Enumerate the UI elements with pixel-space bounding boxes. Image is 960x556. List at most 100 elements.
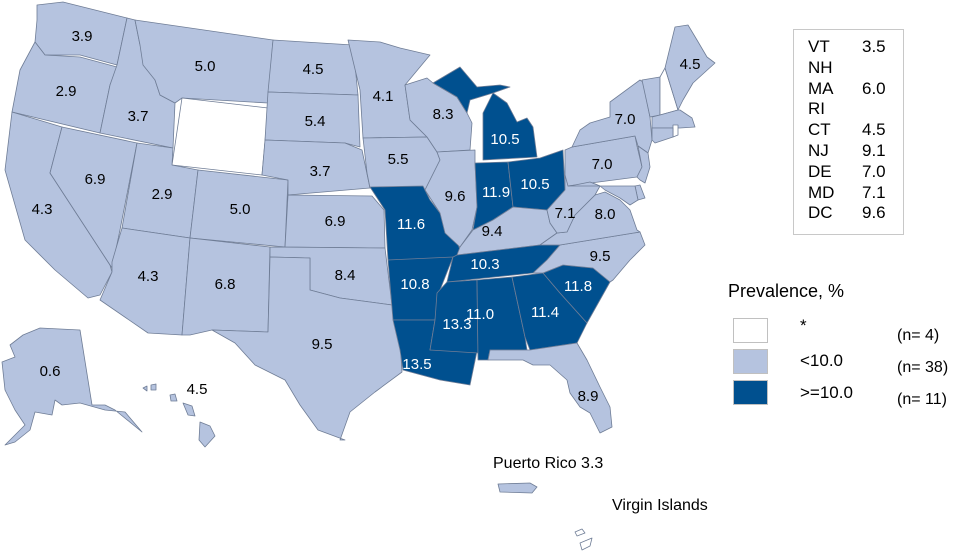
state-tx xyxy=(211,256,403,441)
small-state-row-ma: MA 6.0 xyxy=(808,78,898,99)
legend-label-none: * xyxy=(800,316,807,335)
state-wy xyxy=(171,97,269,176)
state-value-label-il: 9.6 xyxy=(445,188,466,205)
state-value-label-oh: 10.5 xyxy=(520,176,549,193)
state-hi xyxy=(142,383,216,448)
small-state-abbr: MD xyxy=(808,182,835,202)
state-value-label-id: 3.7 xyxy=(128,108,149,125)
small-state-row-vt: VT 3.5 xyxy=(808,36,898,57)
small-state-abbr: MA xyxy=(808,78,834,98)
state-value-label-ky: 9.4 xyxy=(482,223,503,240)
state-value-label-az: 4.3 xyxy=(138,268,159,285)
state-shape xyxy=(261,139,371,196)
state-shape xyxy=(579,537,593,551)
small-state-row-dc: DC 9.6 xyxy=(808,202,898,223)
small-state-abbr: DC xyxy=(808,203,833,223)
state-value-label-ut: 2.9 xyxy=(152,186,173,203)
virgin-islands-label: Virgin Islands xyxy=(612,497,708,514)
state-value-label-ny: 7.0 xyxy=(615,111,636,128)
state-me xyxy=(664,24,716,111)
small-states-table: VT 3.5 NH MA 6.0 RI CT 4.5 NJ 9.1 DE 7.0 MD 7.1 DC 9.6 xyxy=(793,29,904,235)
small-state-value: 3.5 xyxy=(862,37,886,56)
state-value-label-or: 2.9 xyxy=(56,83,77,100)
state-vi xyxy=(574,528,593,551)
small-state-abbr: NJ xyxy=(808,141,829,160)
small-state-value: 7.1 xyxy=(862,182,886,202)
legend-swatch-high xyxy=(733,380,768,405)
state-sd xyxy=(264,91,361,148)
state-wa xyxy=(34,1,128,66)
state-shape xyxy=(264,91,361,148)
state-shape xyxy=(182,402,196,417)
state-value-label-mi: 10.5 xyxy=(490,131,519,148)
state-value-label-ks: 6.9 xyxy=(325,213,346,230)
state-nj xyxy=(636,145,651,184)
state-shape xyxy=(636,145,651,184)
state-value-label-al: 11.0 xyxy=(466,306,494,323)
state-shape xyxy=(284,194,386,249)
state-value-label-nm: 6.8 xyxy=(215,276,236,293)
legend-swatch-low xyxy=(733,349,768,374)
state-shape xyxy=(34,1,128,66)
state-value-label-ca: 4.3 xyxy=(32,201,53,218)
state-value-label-mt: 5.0 xyxy=(195,58,216,75)
state-value-label-co: 5.0 xyxy=(230,201,251,218)
state-shape xyxy=(664,24,716,111)
state-value-label-tx: 9.5 xyxy=(312,336,333,353)
state-value-label-nv: 6.9 xyxy=(85,171,106,188)
state-shape xyxy=(142,385,148,392)
state-shape xyxy=(211,256,403,441)
state-value-label-ga: 11.4 xyxy=(531,304,559,321)
state-value-label-ok: 8.4 xyxy=(335,267,356,284)
legend-count-high: (n= 11) xyxy=(897,391,947,408)
small-state-row-de: DE 7.0 xyxy=(808,161,898,182)
small-state-abbr: RI xyxy=(808,99,825,119)
state-fl xyxy=(487,342,613,434)
state-value-label-ms: 13.3 xyxy=(442,316,471,333)
legend-count-none: (n= 4) xyxy=(897,327,940,344)
state-shape xyxy=(171,97,269,176)
state-md xyxy=(567,181,639,206)
state-value-label-wi: 8.3 xyxy=(433,106,454,123)
state-shape xyxy=(432,66,511,114)
small-state-value: 9.1 xyxy=(862,141,886,160)
legend-label-low: <10.0 xyxy=(800,351,844,370)
small-state-row-nj: NJ 9.1 xyxy=(808,140,898,161)
state-ct xyxy=(651,127,674,144)
small-state-abbr: CT xyxy=(808,120,831,140)
state-pr xyxy=(497,482,538,494)
state-shape xyxy=(672,124,679,138)
state-value-label-me: 4.5 xyxy=(680,56,701,73)
state-value-label-nd: 4.5 xyxy=(303,61,324,78)
small-state-abbr: DE xyxy=(808,161,832,181)
state-shape xyxy=(482,92,538,161)
small-state-row-ct: CT 4.5 xyxy=(808,119,898,140)
state-value-label-mo: 11.6 xyxy=(397,216,425,233)
state-value-label-mn: 4.1 xyxy=(373,88,394,105)
state-value-label-wa: 3.9 xyxy=(72,28,93,45)
puerto-rico-label: Puerto Rico 3.3 xyxy=(493,455,604,472)
small-state-value: 7.0 xyxy=(862,161,886,181)
state-value-label-ak: 0.6 xyxy=(40,363,61,380)
small-state-row-nh: NH xyxy=(808,57,898,78)
state-shape xyxy=(651,127,674,144)
state-value-label-nc: 9.5 xyxy=(590,248,611,265)
state-value-label-va: 8.0 xyxy=(595,206,616,223)
state-shape xyxy=(198,421,216,448)
state-value-label-ar: 10.8 xyxy=(400,276,429,293)
legend-swatch-none xyxy=(733,318,768,343)
state-shape xyxy=(487,342,613,434)
state-ak xyxy=(1,327,143,446)
state-ri xyxy=(672,124,679,138)
state-value-label-sd: 5.4 xyxy=(305,113,326,130)
state-ne xyxy=(261,139,371,196)
state-value-label-sc: 11.8 xyxy=(564,278,592,295)
state-shape xyxy=(150,383,157,391)
small-state-value: 6.0 xyxy=(862,78,886,98)
small-state-abbr: VT xyxy=(808,37,830,56)
state-value-label-in: 11.9 xyxy=(482,184,510,201)
state-value-label-hi: 4.5 xyxy=(187,381,208,398)
state-value-label-tn: 10.3 xyxy=(470,256,499,273)
state-shape xyxy=(532,231,646,283)
